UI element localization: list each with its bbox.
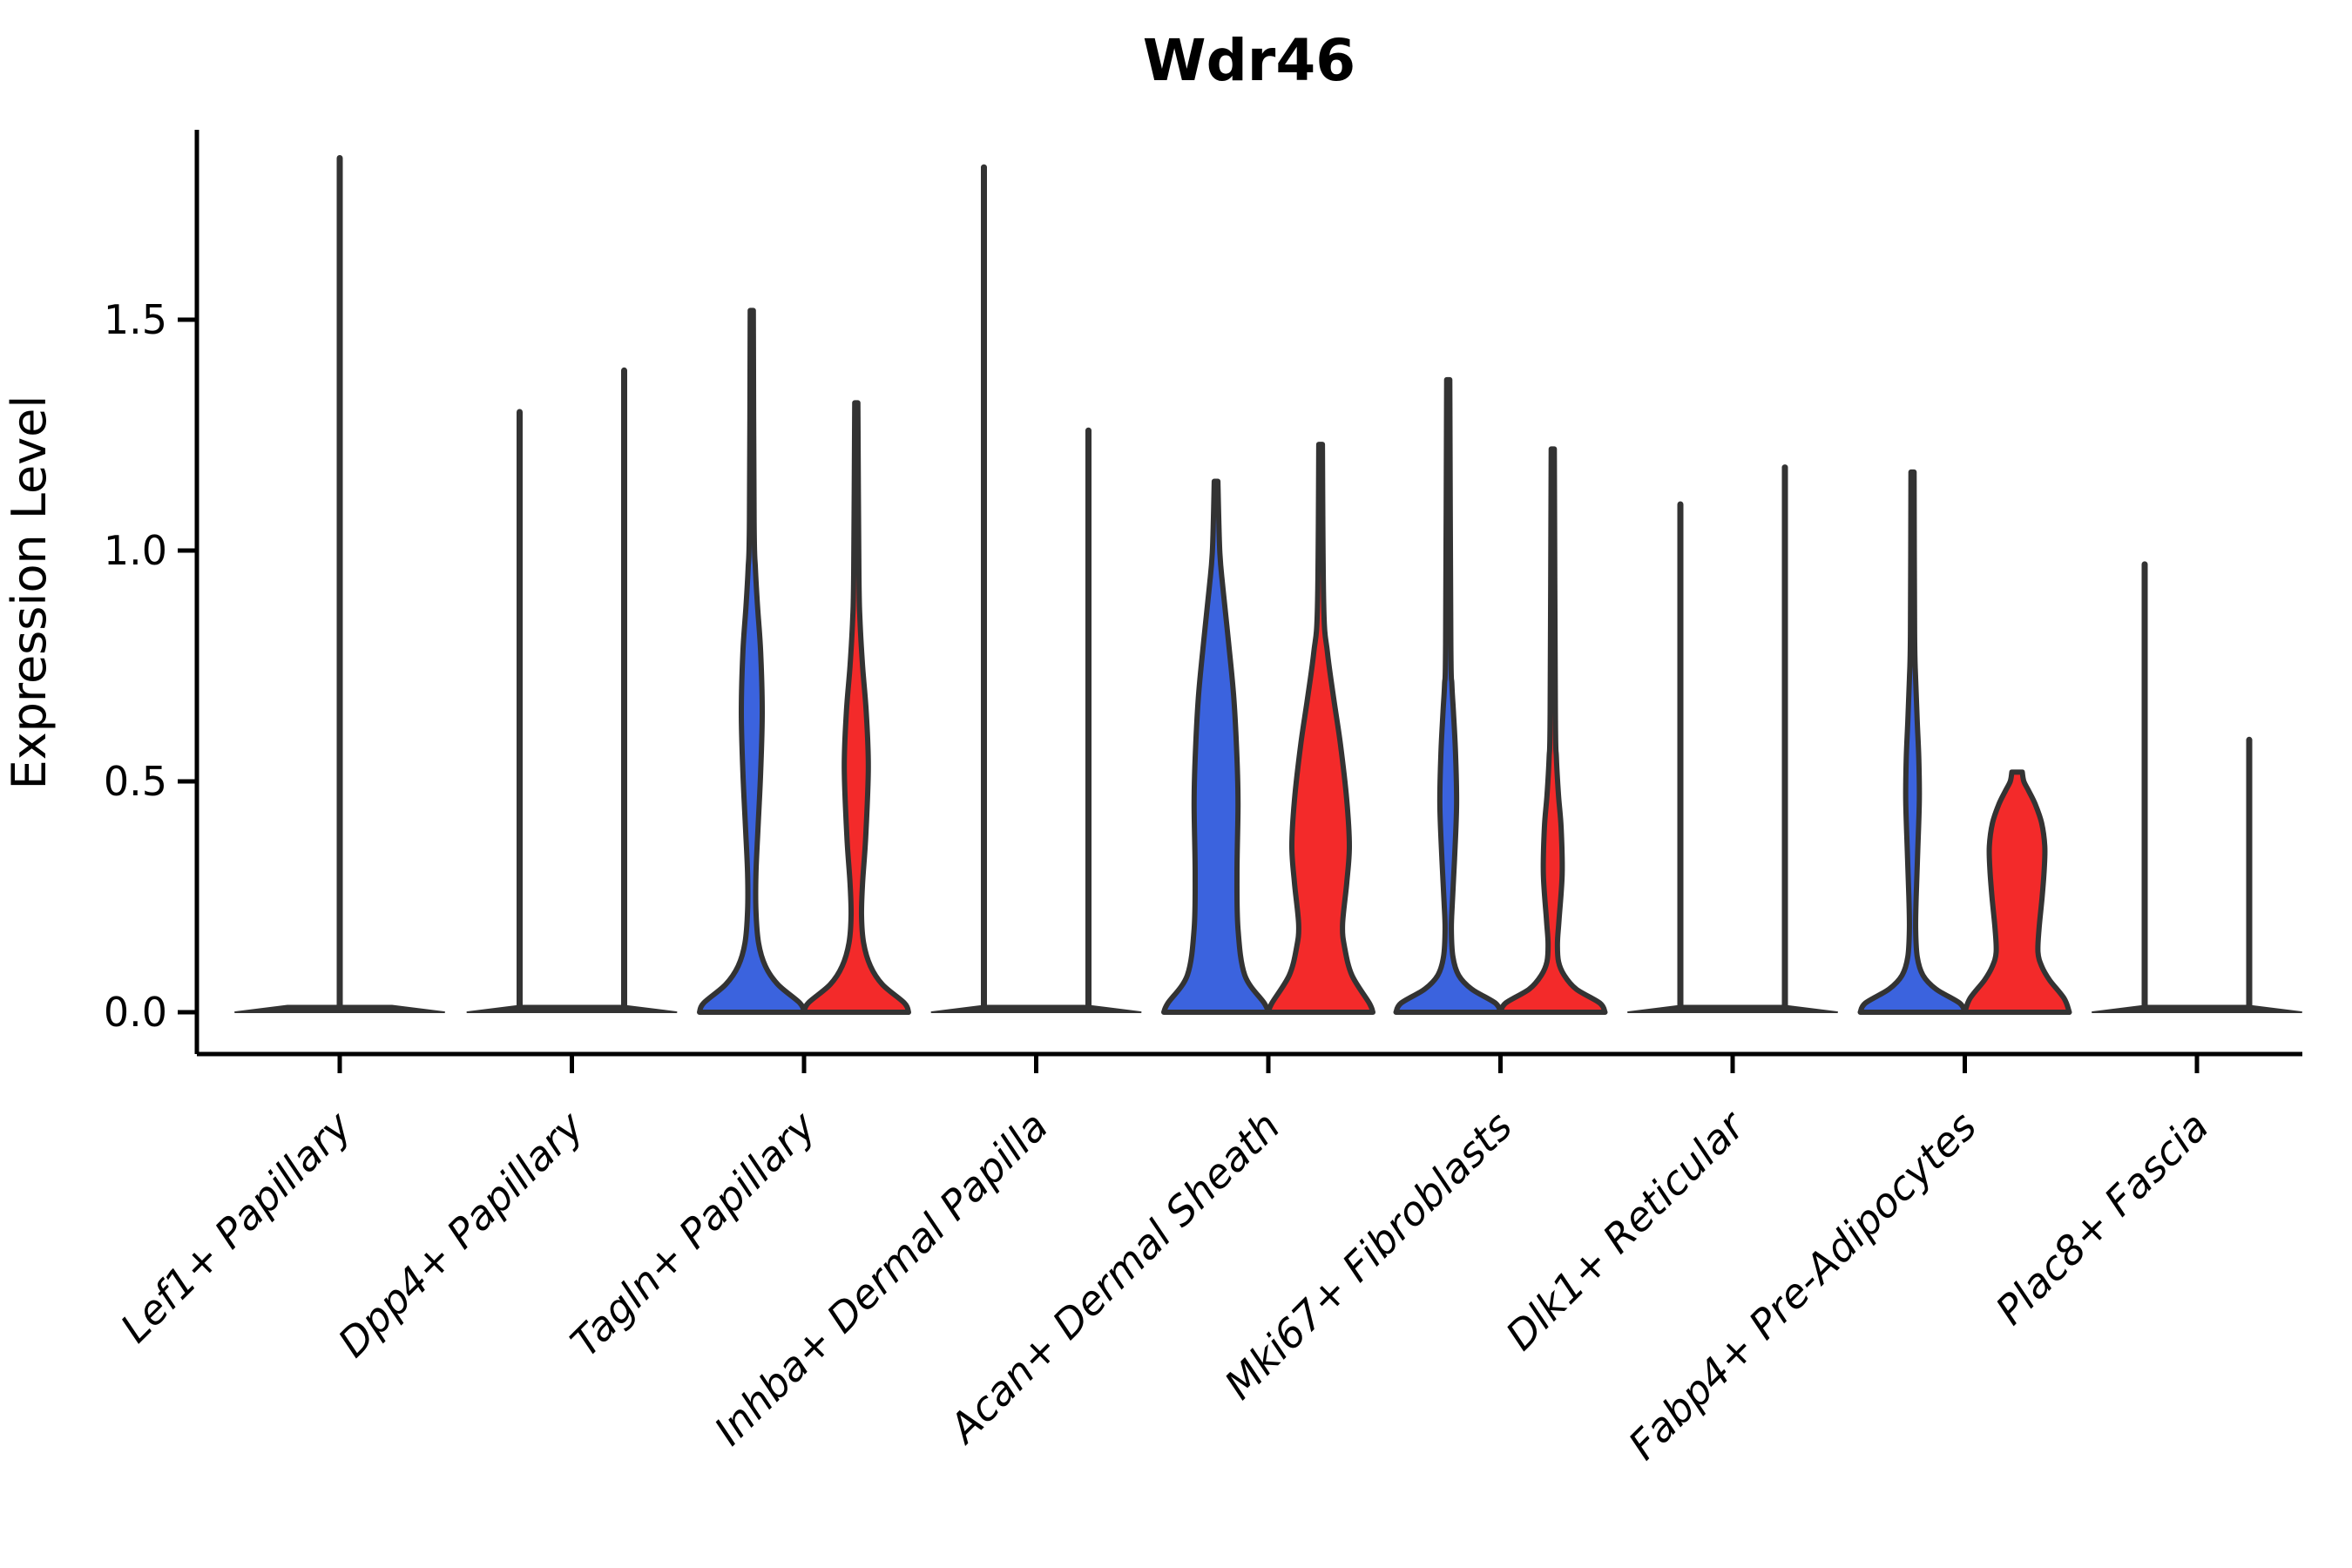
violin-acan-dermal-sheath-blue	[1161, 478, 1271, 1015]
violin-mki67-fibroblasts-red	[1497, 446, 1608, 1015]
violin-tagln-papillary-blue	[697, 308, 807, 1015]
violin-base-plac8-fascia	[2092, 1004, 2302, 1013]
violin-tagln-papillary-red	[801, 400, 911, 1015]
violin-mki67-fibroblasts-blue	[1393, 376, 1504, 1015]
violin-fabp4-pre-adipocytes-red	[1962, 769, 2072, 1015]
chart-title: Wdr46	[1143, 27, 1355, 94]
violin-base-dpp4-papillary	[466, 1004, 678, 1013]
x-tick-label-dpp4-papillary: Dpp4+ Papillary	[329, 1102, 593, 1366]
y-tick-label: 1.0	[104, 527, 167, 574]
x-tick-label-dlk1-reticular: Dlk1+ Reticular	[1497, 1100, 1755, 1359]
violin-fabp4-pre-adipocytes-blue	[1857, 469, 1968, 1015]
violin-base-dlk1-reticular	[1627, 1004, 1838, 1013]
y-tick-label: 0.5	[104, 758, 167, 805]
violin-base-inhba-dermal-papilla	[930, 1004, 1142, 1013]
y-axis-label: Expression Level	[2, 395, 57, 790]
x-tick-label-lef1-papillary: Lef1+ Papillary	[112, 1102, 361, 1351]
y-tick-label: 1.5	[104, 296, 167, 343]
x-tick-label-tagln-papillary: Tagln+ Papillary	[561, 1102, 825, 1366]
x-tick-label-plac8-fascia: Plac8+ Fascia	[1986, 1103, 2217, 1334]
y-tick-label: 0.0	[104, 989, 167, 1036]
violin-acan-dermal-sheath-red	[1266, 442, 1375, 1015]
